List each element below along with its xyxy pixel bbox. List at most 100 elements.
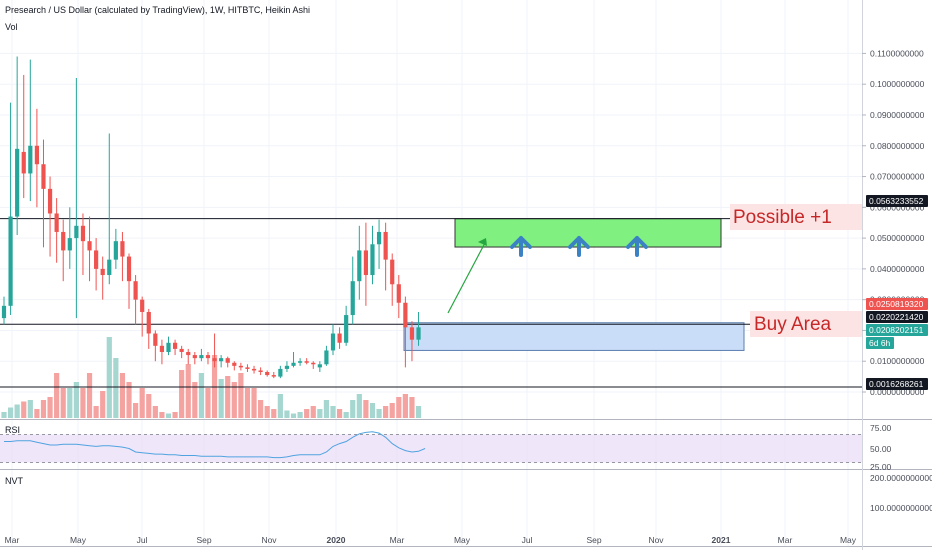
candle-body[interactable]	[284, 365, 290, 369]
volume-bar	[113, 358, 119, 418]
candle-body[interactable]	[21, 151, 26, 174]
volume-bar	[93, 406, 99, 418]
time-tick-label: May	[454, 535, 471, 545]
candle-body[interactable]	[126, 256, 132, 282]
volume-bar	[100, 391, 106, 418]
candle-body[interactable]	[179, 348, 184, 352]
candle-body[interactable]	[251, 368, 257, 371]
rsi-axis[interactable]: 75.00 50.00 25.00	[870, 423, 892, 472]
candle-body[interactable]	[291, 362, 296, 366]
volume-bar	[192, 382, 198, 418]
candle-body[interactable]	[409, 327, 415, 340]
candle-body[interactable]	[383, 231, 388, 260]
candle-body[interactable]	[34, 145, 39, 165]
candle-body[interactable]	[28, 145, 33, 174]
time-tick-label: Sep	[196, 535, 211, 545]
candle-body[interactable]	[192, 355, 197, 359]
candle-body[interactable]	[153, 333, 158, 346]
up-arrow-icon[interactable]	[626, 236, 648, 257]
volume-bar	[218, 379, 224, 418]
candle-body[interactable]	[172, 342, 178, 349]
candle-body[interactable]	[278, 368, 283, 377]
candle-body[interactable]	[225, 358, 230, 363]
candle-body[interactable]	[265, 371, 270, 376]
candle-body[interactable]	[258, 370, 263, 372]
up-arrow-icon[interactable]	[568, 236, 590, 257]
drawings-layer[interactable]	[447, 236, 648, 314]
candle-body[interactable]	[41, 164, 46, 189]
up-arrow-icon[interactable]	[510, 236, 532, 257]
candle-body[interactable]	[330, 333, 336, 351]
candle-body[interactable]	[311, 362, 316, 365]
candle-body[interactable]	[47, 188, 53, 214]
candle-body[interactable]	[54, 213, 59, 232]
candle-body[interactable]	[113, 241, 118, 260]
candle-body[interactable]	[317, 364, 322, 368]
candle-body[interactable]	[324, 350, 329, 365]
candle-body[interactable]	[87, 241, 92, 251]
volume-bar	[152, 406, 158, 418]
volume-label: Vol	[5, 22, 18, 32]
candle-body[interactable]	[146, 311, 151, 334]
candle-body[interactable]	[370, 244, 375, 276]
horizontal-levels[interactable]	[0, 218, 862, 388]
candle-body[interactable]	[298, 361, 303, 363]
candle-body[interactable]	[1, 305, 7, 319]
candle-body[interactable]	[403, 302, 408, 328]
candle-body[interactable]	[390, 259, 395, 285]
volume-bar	[27, 400, 33, 418]
candle-body[interactable]	[120, 241, 125, 257]
nvt-axis[interactable]: 200.0000000000 100.0000000000	[870, 473, 932, 513]
candle-body[interactable]	[337, 333, 342, 343]
time-tick-label: Mar	[390, 535, 405, 545]
candle-body[interactable]	[100, 268, 105, 276]
candle-body[interactable]	[107, 259, 112, 276]
candle-body[interactable]	[232, 362, 237, 366]
candle-body[interactable]	[166, 342, 171, 352]
candle-body[interactable]	[61, 231, 66, 251]
candle-body[interactable]	[350, 281, 355, 316]
price-badge	[866, 298, 928, 310]
candle-body[interactable]	[133, 281, 138, 300]
candle-body[interactable]	[159, 345, 165, 352]
candle-body[interactable]	[8, 216, 13, 306]
price-tick-label: 0.0900000000	[870, 110, 925, 120]
candle-body[interactable]	[74, 225, 79, 239]
candle-body[interactable]	[357, 250, 362, 282]
rsi-tick-label: 25.00	[870, 462, 892, 472]
candle-body[interactable]	[205, 355, 211, 359]
nvt-label: NVT	[5, 476, 24, 486]
candle-body[interactable]	[271, 375, 276, 377]
candle-body[interactable]	[238, 365, 243, 368]
volume-bar	[86, 373, 93, 418]
candle-body[interactable]	[94, 250, 99, 269]
candle-body[interactable]	[304, 361, 309, 363]
candle-body[interactable]	[363, 250, 368, 276]
candle-body[interactable]	[212, 358, 217, 362]
candle-body[interactable]	[245, 367, 250, 369]
projection-line[interactable]	[447, 240, 487, 314]
volume-bar	[402, 394, 408, 418]
volume-bar	[290, 413, 297, 418]
candles[interactable]	[1, 56, 421, 379]
volume-bar	[47, 397, 53, 418]
price-tick-label: 0.0600000000	[870, 202, 925, 212]
volume-bar	[277, 394, 283, 418]
candle-body[interactable]	[396, 284, 401, 303]
possible-label-bg	[730, 204, 862, 230]
candle-body[interactable]	[15, 148, 20, 217]
candle-body[interactable]	[199, 355, 204, 359]
candle-body[interactable]	[376, 231, 382, 245]
candle-body[interactable]	[140, 299, 145, 312]
time-tick-label: May	[70, 535, 87, 545]
candle-body[interactable]	[80, 225, 86, 242]
volume-bar	[284, 410, 290, 418]
candle-body[interactable]	[186, 351, 191, 356]
buy-area-label: Buy Area	[754, 314, 832, 335]
candle-body[interactable]	[219, 358, 224, 362]
candle-body[interactable]	[344, 315, 349, 343]
candle-body[interactable]	[416, 327, 421, 340]
time-axis[interactable]: Mar May Jul Sep Nov 2020 Mar May Jul Sep Nov 2021 Ma…	[5, 535, 857, 545]
candle-body[interactable]	[67, 238, 72, 251]
